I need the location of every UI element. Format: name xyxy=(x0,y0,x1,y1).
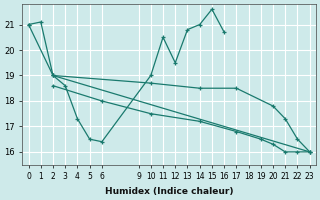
X-axis label: Humidex (Indice chaleur): Humidex (Indice chaleur) xyxy=(105,187,233,196)
